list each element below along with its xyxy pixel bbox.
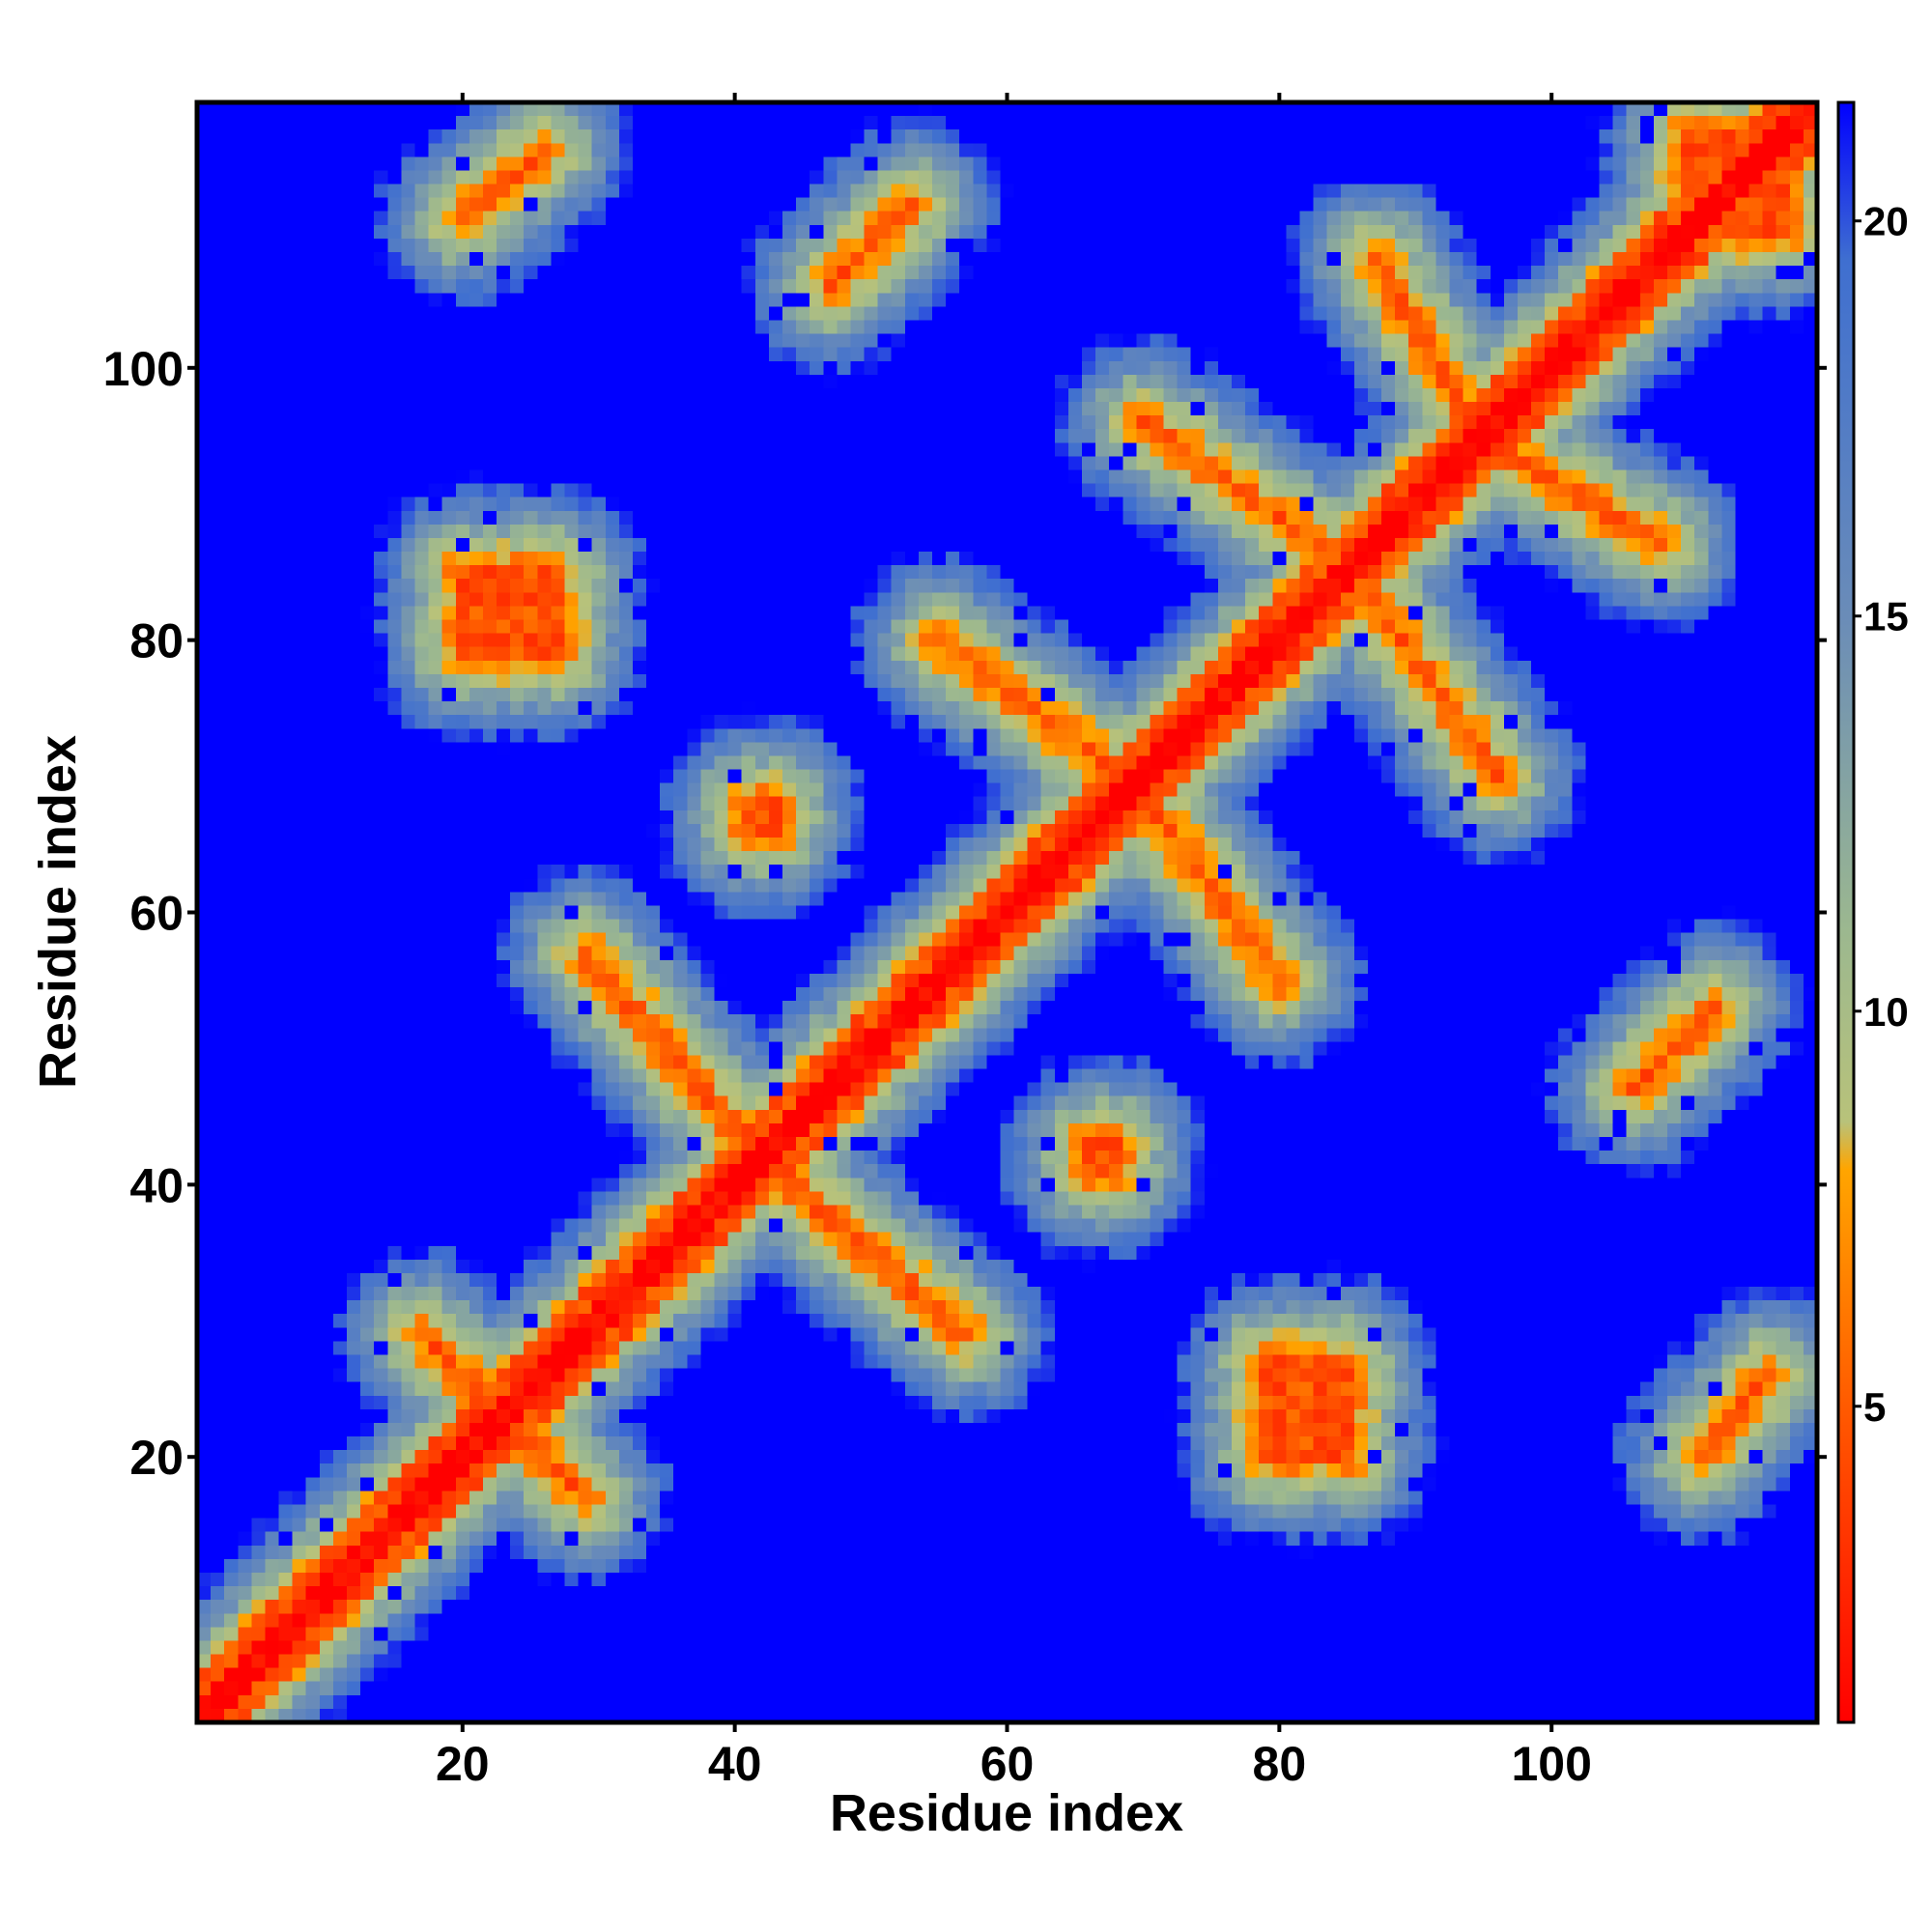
colorbar-ticks: 5 10 15 20 [1854, 199, 1909, 1430]
y-tick-label: 60 [129, 887, 184, 941]
x-tick-label: 40 [708, 1737, 762, 1791]
y-axis: 20 40 60 80 100 [103, 342, 1827, 1485]
y-tick-label: 20 [129, 1431, 184, 1485]
colorbar-tick-label: 5 [1863, 1384, 1886, 1430]
x-tick-label: 100 [1511, 1737, 1591, 1791]
y-tick-label: 40 [129, 1158, 184, 1212]
colorbar: 5 10 15 20 [1836, 100, 1909, 1724]
heatmap-area [194, 99, 1820, 1725]
colorbar-tick-label: 15 [1863, 594, 1909, 639]
y-tick-label: 100 [103, 342, 184, 396]
colorbar-tick-label: 20 [1863, 199, 1909, 244]
x-tick-label: 60 [980, 1737, 1035, 1791]
x-tick-label: 80 [1253, 1737, 1307, 1791]
colorbar-gradient [1836, 100, 1856, 1724]
x-tick-label: 20 [436, 1737, 490, 1791]
y-tick-label: 80 [129, 614, 184, 668]
x-axis-title: Residue index [830, 1784, 1183, 1842]
x-axis: 20 40 60 80 100 [436, 93, 1592, 1791]
y-axis-title: Residue index [29, 735, 87, 1089]
heatmap-cells [197, 102, 1817, 1722]
colorbar-tick-label: 10 [1863, 989, 1909, 1035]
